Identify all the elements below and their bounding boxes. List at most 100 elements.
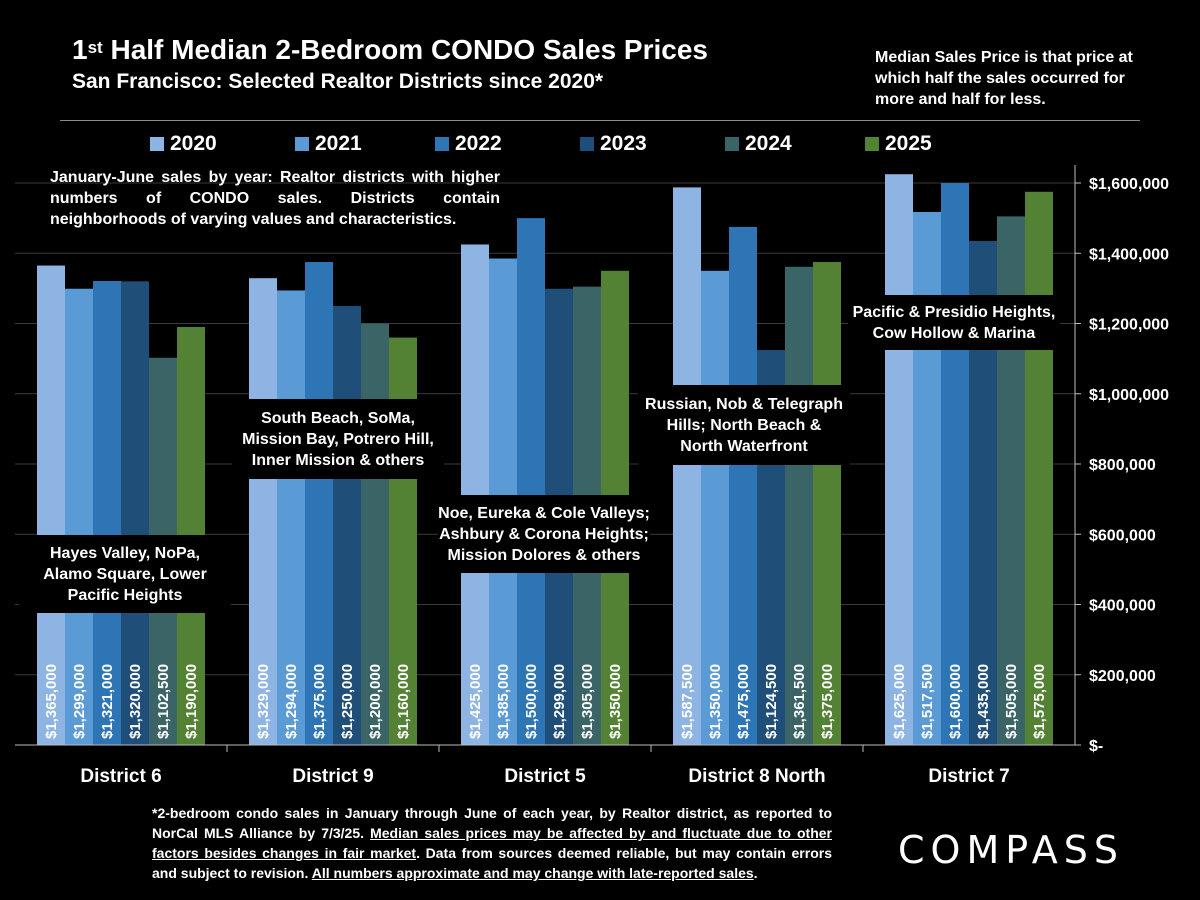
bar-2021: [701, 270, 729, 745]
district-name-label: South Beach, SoMa, Mission Bay, Potrero …: [232, 399, 444, 479]
legend-swatch: [150, 137, 164, 151]
y-tick-label: $200,000: [1089, 668, 1156, 685]
bar-2022: [729, 226, 757, 745]
bar-value-label: $1,102,500: [155, 664, 172, 739]
bar-value-label: $1,124,500: [763, 664, 780, 739]
bar-value-label: $1,361,500: [791, 664, 808, 739]
bar-2022: [517, 218, 545, 745]
chart-subtitle: San Francisco: Selected Realtor District…: [72, 70, 604, 93]
title-prefix: 1: [72, 34, 88, 65]
district-name-label: Pacific & Presidio Heights, Cow Hollow &…: [848, 295, 1060, 350]
bar-value-label: $1,575,000: [1031, 664, 1048, 739]
legend-swatch: [295, 137, 309, 151]
category-label: District 7: [928, 766, 1009, 787]
bar-value-label: $1,435,000: [975, 664, 992, 739]
footnote-part5: .: [753, 865, 758, 881]
bar-value-label: $1,320,000: [127, 664, 144, 739]
y-tick-label: $600,000: [1089, 527, 1156, 544]
y-tick-label: $400,000: [1089, 598, 1156, 615]
footnote-part4: All numbers approximate and may change w…: [311, 865, 754, 881]
bar-2023: [121, 281, 149, 745]
header-divider: [60, 120, 1140, 121]
y-tick-label: $1,200,000: [1089, 317, 1169, 334]
bar-2022: [93, 280, 121, 745]
bar-value-label: $1,160,000: [395, 664, 412, 739]
median-note: Median Sales Price is that price at whic…: [875, 49, 1133, 108]
bar-value-label: $1,505,000: [1003, 664, 1020, 739]
bar-2021: [277, 290, 305, 745]
bar-2020: [249, 278, 277, 745]
bar-value-label: $1,625,000: [891, 664, 908, 739]
y-tick-label: $800,000: [1089, 457, 1156, 474]
footnote-part1: *2-bedroom condo sales in January throug…: [152, 805, 832, 841]
legend-swatch: [435, 137, 449, 151]
bar-2020: [461, 244, 489, 745]
category-label: District 9: [292, 766, 373, 787]
bar-value-label: $1,294,000: [283, 664, 300, 739]
bar-value-label: $1,600,000: [947, 664, 964, 739]
y-tick-label: $-: [1089, 738, 1103, 755]
y-tick-label: $1,600,000: [1089, 176, 1169, 193]
y-tick-label: $1,400,000: [1089, 246, 1169, 263]
bar-value-label: $1,365,000: [43, 664, 60, 739]
bar-value-label: $1,200,000: [367, 664, 384, 739]
footnote-part3: . Data from sources deemed reliable, but…: [152, 845, 832, 881]
bar-value-label: $1,385,000: [495, 664, 512, 739]
legend-label: 2023: [600, 132, 647, 155]
category-label: District 8 North: [688, 766, 825, 787]
legend-item-2024: 2024: [725, 132, 792, 156]
bar-2022: [305, 262, 333, 745]
bar-value-label: $1,329,000: [255, 664, 272, 739]
bar-2024: [785, 266, 813, 745]
district-name-label: Hayes Valley, NoPa, Alamo Square, Lower …: [19, 535, 231, 613]
bar-value-label: $1,299,000: [71, 664, 88, 739]
legend-label: 2020: [170, 132, 217, 155]
category-label: District 5: [504, 766, 586, 787]
bar-2024: [361, 323, 389, 745]
bar-2020: [673, 187, 701, 745]
bar-2020: [885, 174, 913, 745]
bar-value-label: $1,350,000: [707, 664, 724, 739]
district-name-label: Noe, Eureka & Cole Valleys; Ashbury & Co…: [438, 495, 650, 573]
bar-value-label: $1,425,000: [467, 664, 484, 739]
footnote: *2-bedroom condo sales in January throug…: [152, 803, 832, 883]
bar-value-label: $1,500,000: [523, 664, 540, 739]
bar-value-label: $1,475,000: [735, 664, 752, 739]
legend-item-2023: 2023: [580, 132, 647, 156]
legend-swatch: [865, 137, 879, 151]
bar-value-label: $1,250,000: [339, 664, 356, 739]
category-label: District 6: [80, 766, 161, 787]
legend-label: 2025: [885, 132, 932, 155]
y-tick-label: $1,000,000: [1089, 387, 1169, 404]
legend-label: 2024: [745, 132, 792, 155]
footnote-part2: Median sales prices may be affected by a…: [152, 825, 833, 861]
legend-item-2020: 2020: [150, 132, 217, 156]
bar-value-label: $1,321,000: [99, 664, 116, 739]
title-superscript: st: [87, 38, 103, 57]
bar-2021: [65, 288, 93, 745]
bar-value-label: $1,375,000: [819, 664, 836, 739]
title-rest: Half Median 2-Bedroom CONDO Sales Prices: [102, 34, 708, 65]
bar-2025: [1025, 191, 1053, 745]
bar-value-label: $1,375,000: [311, 664, 328, 739]
legend-label: 2022: [455, 132, 502, 155]
bar-value-label: $1,350,000: [607, 664, 624, 739]
intro-text: January-June sales by year: Realtor dist…: [50, 169, 500, 228]
chart-title: 1st Half Median 2-Bedroom CONDO Sales Pr…: [72, 34, 708, 66]
bar-2025: [813, 262, 841, 745]
legend-item-2025: 2025: [865, 132, 932, 156]
bar-value-label: $1,299,000: [551, 664, 568, 739]
legend-swatch: [580, 137, 594, 151]
bar-2020: [37, 265, 65, 745]
bar-2023: [333, 305, 361, 745]
bar-value-label: $1,305,000: [579, 664, 596, 739]
legend-swatch: [725, 137, 739, 151]
district-name-label: Russian, Nob & Telegraph Hills; North Be…: [638, 385, 850, 465]
bar-2022: [941, 183, 969, 745]
legend-item-2021: 2021: [295, 132, 362, 156]
title-block: 1st Half Median 2-Bedroom CONDO Sales Pr…: [72, 34, 708, 96]
legend-label: 2021: [315, 132, 362, 155]
bar-value-label: $1,517,500: [919, 664, 936, 739]
bar-value-label: $1,587,500: [679, 664, 696, 739]
